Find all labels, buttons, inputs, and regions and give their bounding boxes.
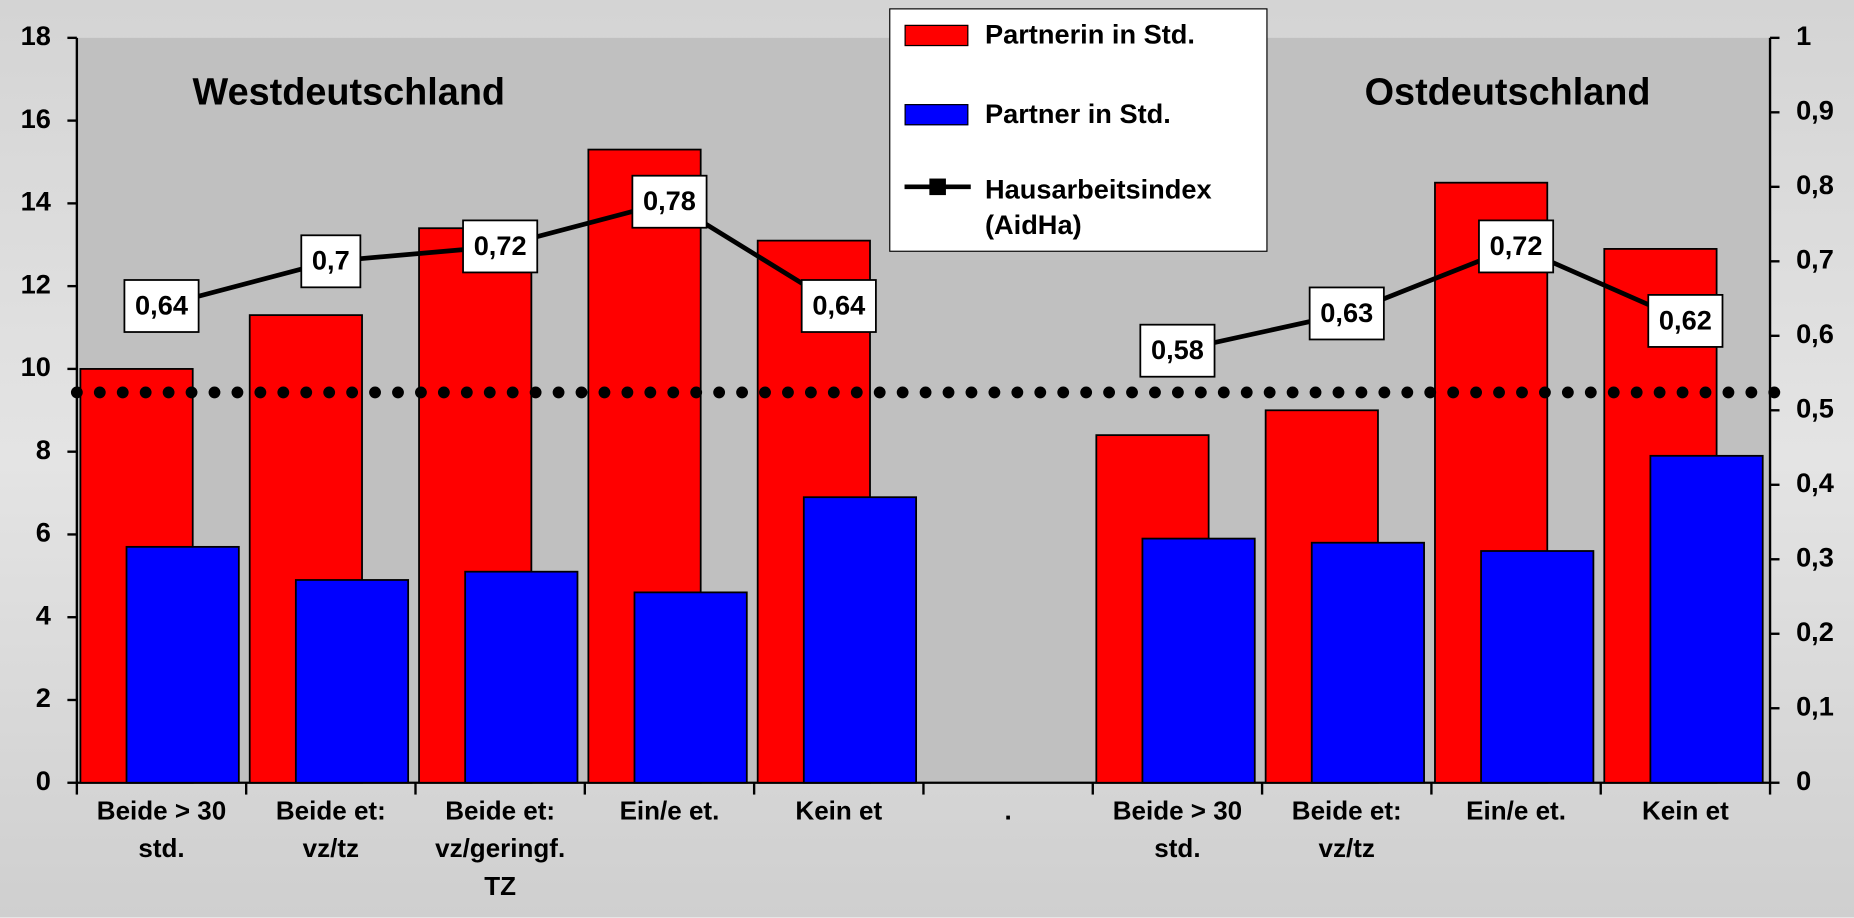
y2-tick-label: 0,6	[1796, 318, 1834, 349]
data-label: 0,7	[312, 245, 350, 276]
bar	[1141, 537, 1256, 784]
x-tick-label: Beide > 30 std.	[1112, 795, 1243, 864]
y-tick-label: 2	[36, 682, 51, 713]
x-tick-label: Beide et: vz/tz	[1291, 795, 1402, 864]
data-label: 0,72	[1490, 230, 1543, 261]
bar	[802, 496, 918, 784]
y-tick-label: 0	[36, 765, 51, 796]
annotation: Ostdeutschland	[1365, 72, 1651, 114]
data-label-box	[462, 219, 539, 274]
y2-tick-label: 0,1	[1796, 690, 1834, 721]
y2-tick-label: 0,3	[1796, 541, 1834, 572]
data-label: 0,63	[1320, 297, 1373, 328]
y2-tick-label: 0,5	[1796, 392, 1834, 423]
x-tick-label: Ein/e et.	[1466, 795, 1566, 826]
data-label-box	[631, 174, 708, 229]
bar	[1310, 541, 1425, 784]
x-tick-label: Beide et: vz/geringf. TZ	[435, 795, 566, 901]
legend: Partnerin in Std. Partner in Std. Hausar…	[889, 8, 1268, 252]
legend-swatch	[904, 104, 969, 126]
x-tick-label: Ein/e et.	[619, 795, 720, 826]
y2-tick-label: 0,7	[1796, 243, 1834, 274]
y2-tick-label: 0	[1796, 765, 1811, 796]
data-label-box	[123, 279, 200, 333]
legend-label: Hausarbeitsindex (AidHa)	[984, 173, 1212, 241]
data-label: 0,72	[474, 230, 527, 261]
y-tick-label: 8	[36, 434, 51, 465]
y-tick-label: 12	[21, 268, 51, 299]
data-label: 0,62	[1659, 304, 1712, 335]
y-tick-label: 14	[21, 186, 51, 217]
legend-swatch	[904, 24, 969, 47]
data-label-box	[1139, 323, 1216, 378]
data-label-box	[1647, 294, 1724, 348]
y-tick-label: 4	[36, 599, 51, 630]
y2-tick-label: 0,4	[1796, 467, 1834, 498]
y2-tick-label: 0,2	[1796, 616, 1834, 647]
bar	[633, 591, 748, 784]
y2-tick-label: 0,8	[1796, 169, 1834, 200]
line	[1176, 243, 1687, 354]
legend-label: Partnerin in Std.	[984, 18, 1195, 50]
data-label-box	[1478, 219, 1555, 274]
bar	[125, 545, 240, 784]
y2-tick-label: 0,9	[1796, 95, 1834, 126]
x-tick-label: Beide > 30 std.	[96, 795, 227, 864]
y-tick-label: 10	[21, 351, 51, 382]
data-label: 0,78	[643, 185, 696, 216]
data-label-box	[1308, 286, 1385, 341]
bar	[1480, 550, 1595, 784]
x-tick-label: Kein et	[1642, 795, 1729, 826]
bar	[464, 570, 579, 784]
annotation: Westdeutschland	[193, 72, 506, 114]
legend-line	[904, 178, 971, 196]
y-tick-label: 6	[36, 517, 51, 548]
legend-label: Partner in Std.	[984, 98, 1171, 129]
data-label: 0,58	[1151, 334, 1204, 365]
y2-tick-label: 1	[1796, 20, 1811, 51]
x-tick-label: Kein et	[795, 795, 883, 826]
bar	[1649, 454, 1764, 784]
x-tick-label: .	[1004, 795, 1012, 826]
y-tick-label: 16	[21, 103, 51, 134]
data-label: 0,64	[812, 289, 865, 320]
data-label: 0,64	[135, 289, 188, 320]
x-tick-label: Beide et: vz/tz	[275, 795, 386, 864]
data-label-box	[800, 279, 877, 333]
data-label-box	[300, 234, 362, 289]
y-tick-label: 18	[21, 20, 51, 51]
bar	[294, 579, 410, 784]
